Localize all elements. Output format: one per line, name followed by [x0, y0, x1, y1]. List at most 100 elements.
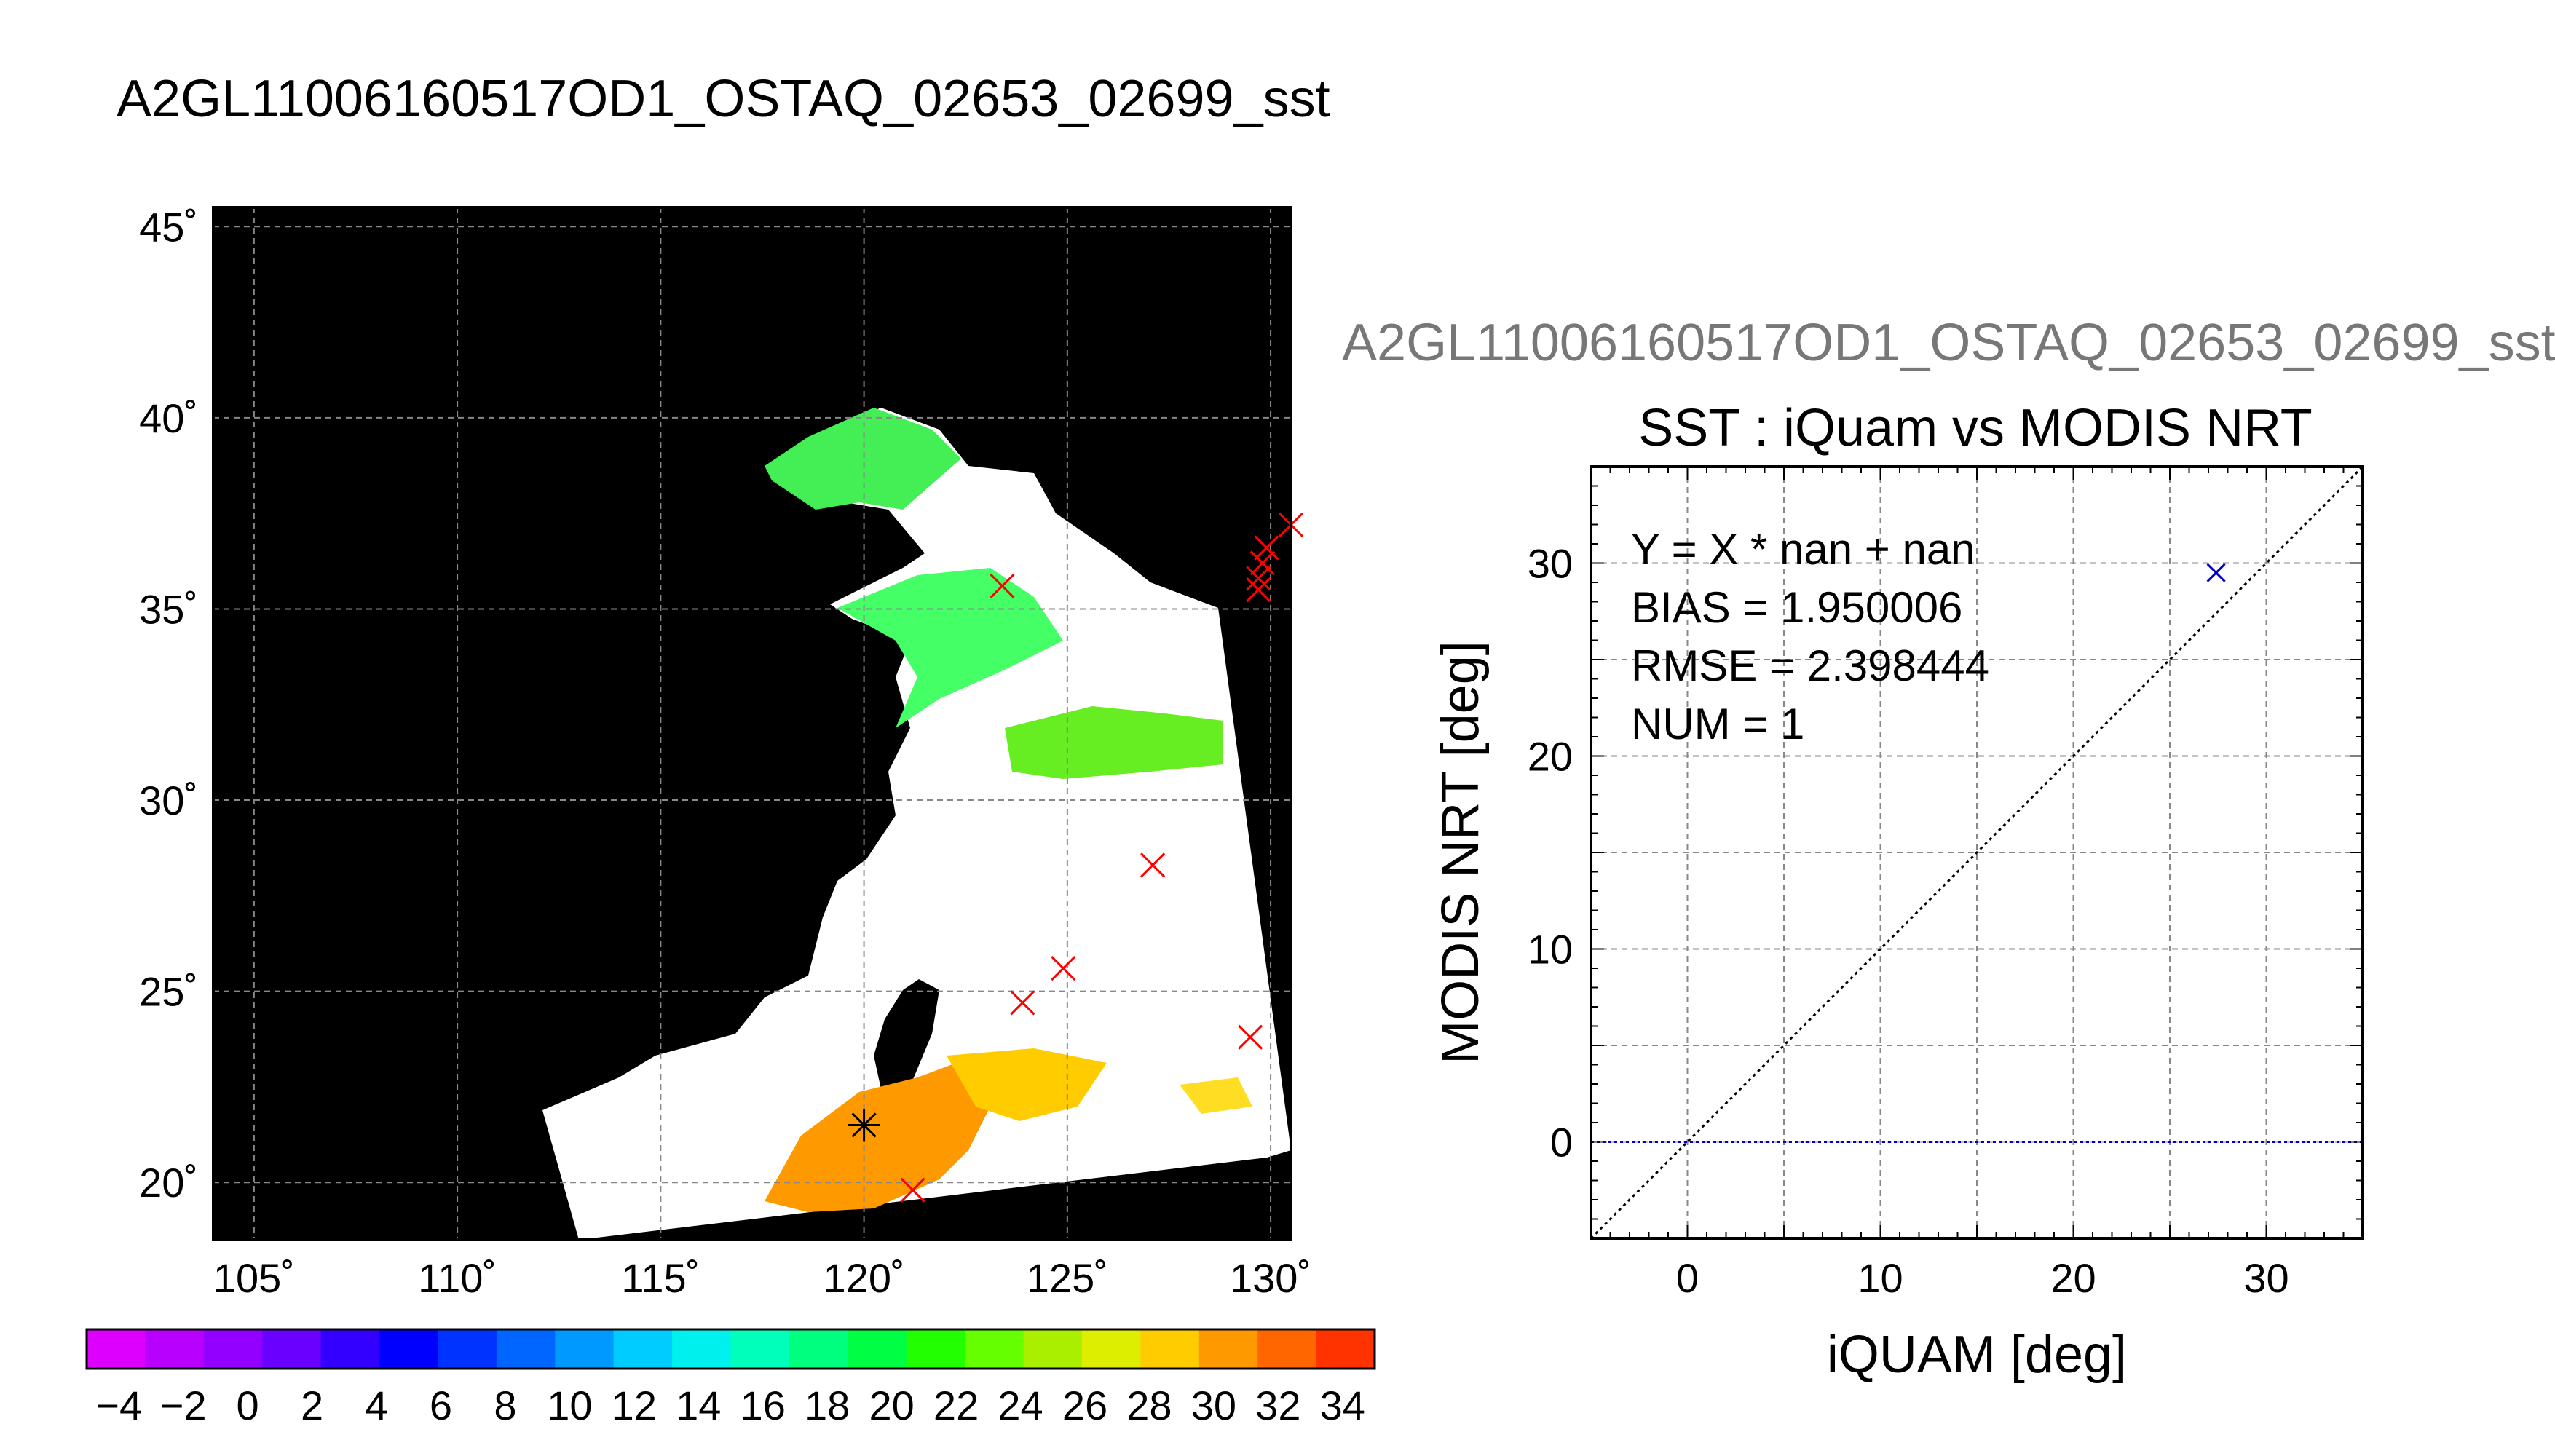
colorbar-tick-label: 14 — [676, 1382, 721, 1428]
map-marker-x — [1246, 566, 1271, 591]
map-marker-x — [1140, 852, 1166, 878]
map-lon-tick-label: 130˚ — [1230, 1255, 1311, 1301]
map-lon-tick-label: 105˚ — [213, 1255, 295, 1301]
colorbar-tick-label: −4 — [95, 1382, 142, 1428]
map-marker-x — [1246, 577, 1271, 603]
scatter-identity-line — [1590, 465, 2364, 1240]
colorbar-tick-label: 26 — [1062, 1382, 1107, 1428]
colorbar-swatch — [1257, 1329, 1317, 1369]
scatter-points — [2206, 563, 2226, 582]
colorbar-swatch — [320, 1329, 380, 1369]
colorbar-swatch — [145, 1329, 205, 1369]
map-sst-south-orange — [765, 1056, 1019, 1212]
colorbar-swatch — [1023, 1329, 1083, 1369]
colorbar-swatch — [789, 1329, 848, 1369]
map-grid — [213, 207, 1291, 1240]
colorbar-swatch — [555, 1329, 615, 1369]
scatter-axes: 0 10 20 30 0 10 20 30 — [1528, 466, 2364, 1301]
scatter-y-tick-label: 10 — [1528, 927, 1573, 973]
colorbar-tick-label: 16 — [741, 1382, 786, 1428]
map-sst-bohai-green — [765, 408, 961, 510]
map-sst-east-yellow — [1180, 1077, 1252, 1114]
map-panel: 105˚ 110˚ 115˚ 120˚ 125˚ 130˚ 20˚ 25˚ 30˚ 35˚ 40˚ 4… — [139, 204, 1311, 1301]
scatter-stats-line: RMSE = 2.398444 — [1631, 641, 1989, 690]
map-lat-tick-label: 40˚ — [139, 395, 198, 441]
map-lat-tick-label: 30˚ — [139, 778, 198, 823]
colorbar-tick-label: 30 — [1191, 1382, 1236, 1428]
scatter-y-tick-label: 30 — [1528, 541, 1573, 587]
colorbar-tick-label: 8 — [494, 1382, 516, 1428]
map-lon-tick-label: 115˚ — [621, 1255, 700, 1301]
colorbar-swatch — [730, 1329, 790, 1369]
colorbar-tick-label: 12 — [612, 1382, 657, 1428]
map-lat-tick-label: 25˚ — [139, 969, 198, 1015]
map-taiwan-land — [874, 979, 939, 1114]
map-marker-asterisk — [848, 1109, 880, 1142]
scatter-y-axis-label: MODIS NRT [deg] — [1431, 641, 1490, 1064]
scatter-y-tick-label: 0 — [1550, 1120, 1573, 1166]
colorbar-tick-label: 22 — [933, 1382, 979, 1428]
colorbar-swatch — [1198, 1329, 1258, 1369]
map-lon-tick-label: 125˚ — [1027, 1255, 1108, 1301]
colorbar-swatch — [1140, 1329, 1200, 1369]
colorbar-tick-label: −2 — [160, 1382, 207, 1428]
colorbar-swatch — [1081, 1329, 1141, 1369]
colorbar-tick-label: 4 — [365, 1382, 387, 1428]
scatter-stats-line: Y = X * nan + nan — [1631, 525, 1975, 574]
scatter-stats-line: NUM = 1 — [1631, 700, 1804, 748]
colorbar-swatch — [203, 1329, 263, 1369]
map-lat-tick-label: 20˚ — [139, 1160, 198, 1206]
colorbar-swatch — [672, 1329, 731, 1369]
colorbar-swatch — [906, 1329, 965, 1369]
colorbar-tick-label: 34 — [1320, 1382, 1365, 1428]
colorbar-frame — [85, 1328, 1376, 1370]
scatter-suptitle: A2GL11006160517OD1_OSTAQ_02653_02699_sst — [1342, 314, 2555, 372]
map-marker-x — [1249, 550, 1275, 576]
scatter-panel: 0 10 20 30 0 10 20 30 Y = X * nan + nan BIAS = 1… — [1431, 465, 2364, 1384]
colorbar-tick-label: 28 — [1126, 1382, 1172, 1428]
scatter-x-tick-label: 30 — [2243, 1255, 2289, 1301]
map-markers — [848, 512, 1304, 1203]
scatter-stats: Y = X * nan + nan BIAS = 1.950006 RMSE = 2… — [1631, 525, 1989, 748]
colorbar-swatch — [496, 1329, 556, 1369]
colorbar-swatch — [438, 1329, 497, 1369]
map-marker-x — [900, 1177, 925, 1203]
map-swath-nodata — [542, 408, 1291, 1240]
colorbar-tick-label: 20 — [869, 1382, 914, 1428]
map-sst-eastchina-green — [1005, 706, 1223, 779]
map-lon-tick-label: 120˚ — [824, 1255, 905, 1301]
map-lat-tick-label: 45˚ — [139, 204, 198, 250]
scatter-x-tick-label: 10 — [1857, 1255, 1903, 1301]
scatter-stats-line: BIAS = 1.950006 — [1631, 583, 1962, 632]
colorbar-tick-label: 24 — [998, 1382, 1043, 1428]
colorbar-tick-label: 10 — [547, 1382, 592, 1428]
map-marker-x — [1010, 990, 1035, 1016]
map-marker-x — [1254, 535, 1279, 561]
colorbar: −4 −2 0 2 4 6 8 10 12 14 16 18 20 22 24 26 28 30 32 34 — [85, 1328, 1376, 1428]
map-lon-tick-label: 110˚ — [418, 1255, 497, 1301]
colorbar-swatch — [379, 1329, 438, 1369]
colorbar-swatch — [262, 1329, 322, 1369]
map-tick-labels: 105˚ 110˚ 115˚ 120˚ 125˚ 130˚ 20˚ 25˚ 30˚ 35˚ 40˚ 4… — [139, 204, 1311, 1301]
map-title: A2GL11006160517OD1_OSTAQ_02653_02699_sst — [117, 70, 1330, 128]
colorbar-tick-label: 2 — [301, 1382, 323, 1428]
colorbar-swatch — [87, 1329, 146, 1369]
colorbar-swatch — [613, 1329, 673, 1369]
map-lat-tick-label: 35˚ — [139, 586, 198, 632]
colorbar-swatch — [848, 1329, 907, 1369]
map-sst-yellowsea-green — [837, 568, 1063, 728]
map-frame — [212, 206, 1292, 1241]
scatter-y-tick-label: 20 — [1528, 734, 1573, 780]
scatter-grid — [1591, 467, 2363, 1238]
colorbar-tick-label: 18 — [805, 1382, 850, 1428]
scatter-reference-lines — [1590, 465, 2364, 1240]
map-marker-x — [990, 573, 1015, 598]
colorbar-swatch — [965, 1329, 1024, 1369]
scatter-x-tick-label: 20 — [2050, 1255, 2096, 1301]
scatter-x-axis-label: iQUAM [deg] — [1827, 1326, 2127, 1384]
colorbar-swatch — [1316, 1329, 1375, 1369]
scatter-title: SST : iQuam vs MODIS NRT — [1638, 399, 2313, 457]
map-marker-x — [1051, 956, 1076, 981]
scatter-point — [2206, 563, 2226, 582]
